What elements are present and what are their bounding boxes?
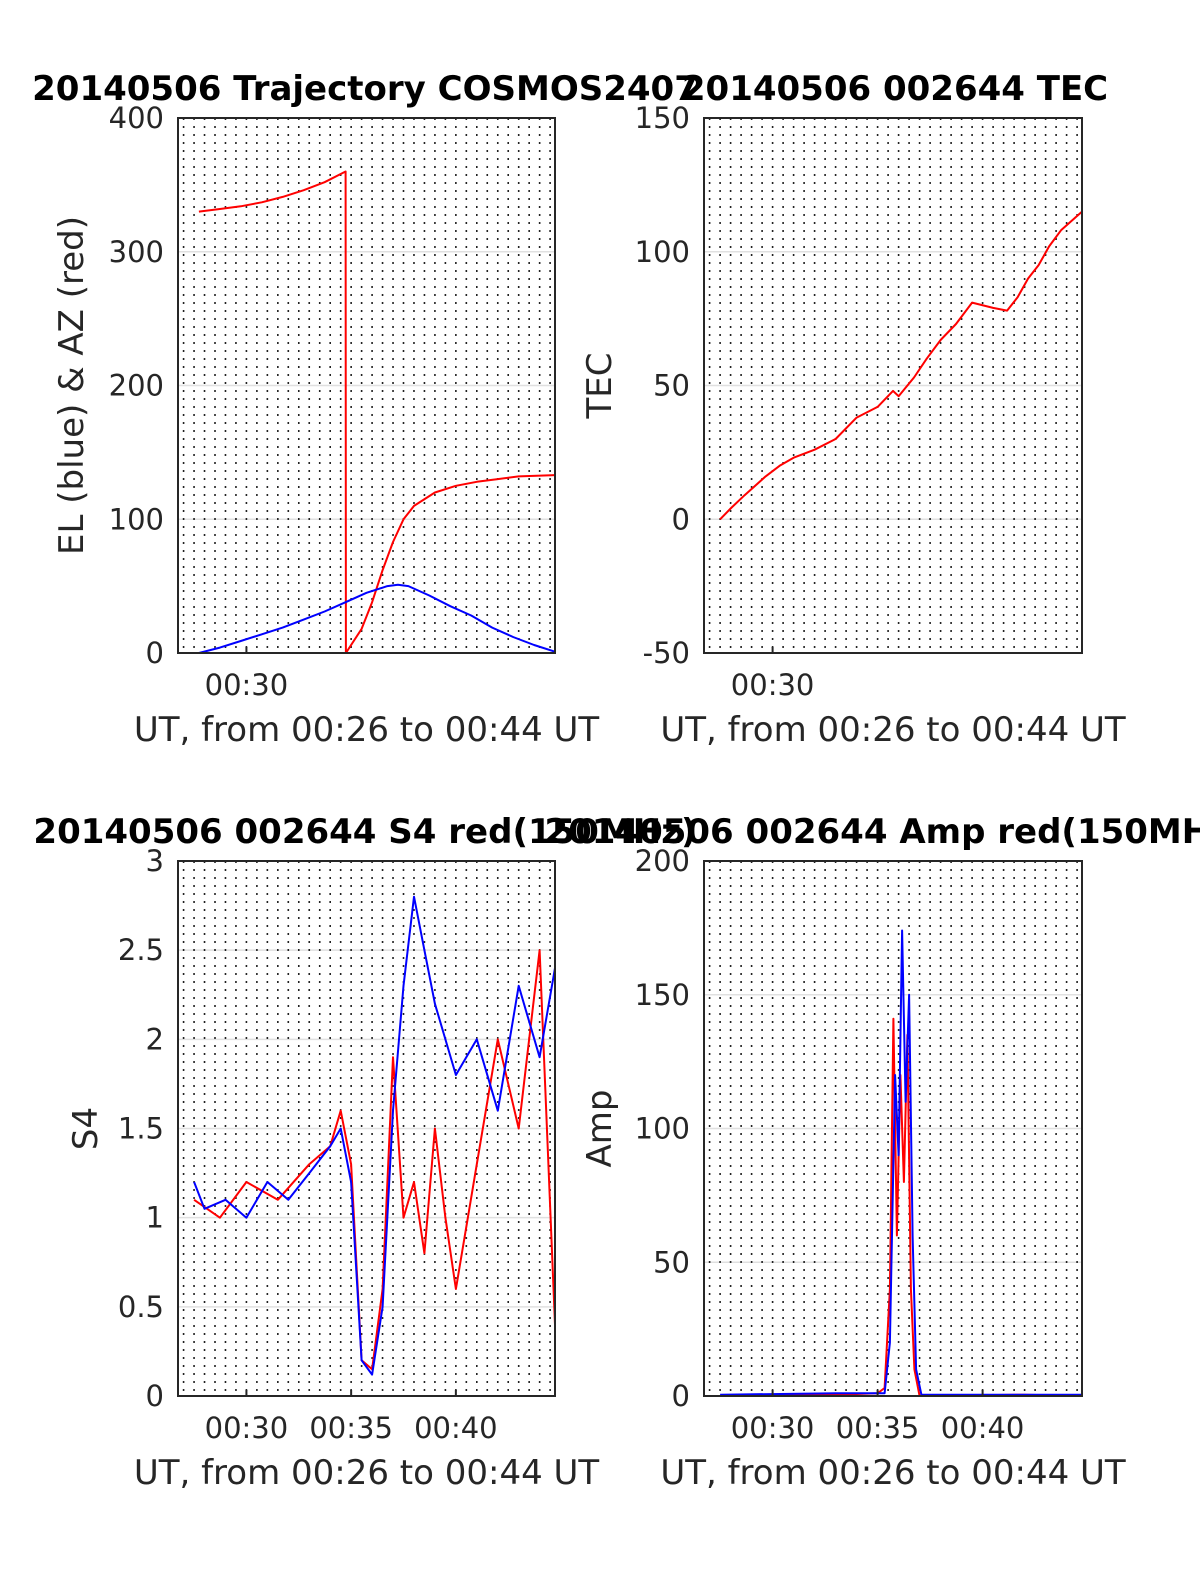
trajectory-title: 20140506 Trajectory COSMOS2407 [32,69,698,109]
trajectory-series [198,170,556,654]
s4-xtick-label: 00:40 [414,1411,498,1445]
amp-title: 20140506 002644 Amp red(150MHz) [544,812,1200,852]
s4-ytick-label: 0 [146,1379,164,1413]
tec-ytick-label: 50 [653,369,690,403]
panel-trajectory: 0 100 200 300 400 00:30 20140506 Trajectory C… [32,69,698,750]
tec-series [719,210,1083,520]
s4-ylabel: S4 [66,1107,106,1150]
tec-ticks: -50 0 50 100 150 00:30 [635,101,815,702]
s4-ytick-label: 0.5 [118,1290,164,1324]
tec-series-line-1 [719,210,1083,520]
tec-ytick-label: 0 [672,502,690,536]
tec-ytick-label: 150 [635,101,690,135]
tec-ylabel: TEC [580,353,620,420]
s4-title: 20140506 002644 S4 red(150MHz) [33,812,696,852]
s4-grid [178,861,555,1396]
amp-ytick-label: 0 [672,1379,690,1413]
trajectory-xtick-label: 00:30 [205,668,289,702]
amp-ticks: 0 50 100 150 200 00:30 00:35 00:40 [635,844,1025,1445]
amp-series [720,929,1083,1397]
amp-ytick-label: 200 [635,844,690,878]
s4-ytick-label: 1.5 [118,1112,164,1146]
tec-grid [704,118,1082,653]
s4-xtick-label: 00:30 [205,1411,289,1445]
amp-ytick-label: 50 [653,1245,690,1279]
s4-series [193,895,556,1376]
s4-series-line-2 [193,895,556,1376]
trajectory-ytick-label: 200 [109,369,164,403]
amp-ylabel: Amp [580,1090,620,1168]
trajectory-ytick-label: 0 [146,636,164,670]
tec-title: 20140506 002644 TEC [682,69,1108,109]
s4-ytick-label: 2 [146,1022,164,1056]
s4-xtick-label: 00:35 [309,1411,393,1445]
amp-ytick-label: 150 [635,978,690,1012]
amp-xlabel: UT, from 00:26 to 00:44 UT [660,1453,1126,1493]
panel-s4: 0 0.5 1 1.5 2 2.5 3 00:30 00:35 00:40 20140506 00… [33,812,696,1493]
amp-axes-frame [703,860,1083,1397]
s4-series-line-1 [193,949,556,1371]
s4-xlabel: UT, from 00:26 to 00:44 UT [134,1453,600,1493]
amp-grid [704,861,1082,1396]
s4-ytick-label: 1 [146,1201,164,1235]
s4-ytick-label: 3 [146,844,164,878]
trajectory-ticks: 0 100 200 300 400 00:30 [109,101,289,702]
tec-xtick-label: 00:30 [731,668,815,702]
s4-ticks: 0 0.5 1 1.5 2 2.5 3 00:30 00:35 00:40 [118,844,498,1445]
trajectory-grid [178,118,555,653]
s4-axes-frame [177,860,556,1397]
amp-xtick-label: 00:35 [836,1411,920,1445]
amp-ytick-label: 100 [635,1112,690,1146]
tec-ytick-label: -50 [643,636,690,670]
trajectory-xlabel: UT, from 00:26 to 00:44 UT [134,710,600,750]
trajectory-ytick-label: 300 [109,235,164,269]
panel-tec: -50 0 50 100 150 00:30 20140506 002644 TEC UT… [580,69,1126,750]
panel-amp: 0 50 100 150 200 00:30 00:35 00:40 20140506 002… [544,812,1200,1493]
trajectory-ytick-label: 100 [109,502,164,536]
trajectory-ylabel: EL (blue) & AZ (red) [52,216,92,555]
amp-xtick-label: 00:40 [941,1411,1025,1445]
tec-ytick-label: 100 [635,235,690,269]
trajectory-series-line-2 [198,583,556,654]
trajectory-series-line-1 [198,170,556,654]
s4-ytick-label: 2.5 [118,933,164,967]
amp-xtick-label: 00:30 [731,1411,815,1445]
trajectory-axes-frame [177,117,556,654]
trajectory-ytick-label: 400 [109,101,164,135]
tec-axes-frame [703,117,1083,654]
amp-series-line-2 [720,929,1082,1396]
tec-xlabel: UT, from 00:26 to 00:44 UT [660,710,1126,750]
